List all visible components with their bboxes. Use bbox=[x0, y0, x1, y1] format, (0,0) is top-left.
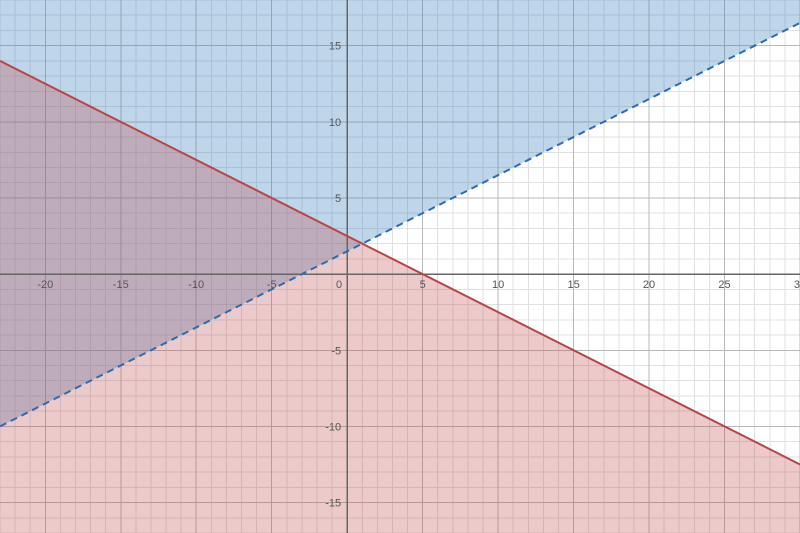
x-tick-label: -15 bbox=[113, 279, 129, 291]
x-tick-label: -5 bbox=[267, 279, 277, 291]
x-tick-label: 10 bbox=[492, 279, 504, 291]
x-tick-label: 25 bbox=[718, 279, 730, 291]
y-tick-label: 15 bbox=[329, 41, 341, 53]
y-tick-label: 5 bbox=[335, 193, 341, 205]
y-tick-label: 10 bbox=[329, 117, 341, 129]
x-tick-label: 30 bbox=[794, 279, 800, 291]
y-tick-label: -10 bbox=[325, 421, 341, 433]
y-tick-label: -15 bbox=[325, 498, 341, 510]
x-tick-label: -10 bbox=[188, 279, 204, 291]
x-tick-label: 15 bbox=[567, 279, 579, 291]
inequality-chart: -20 -15 -10 -5 5 10 15 20 25 30 -15 -10 -5 5 10 15 0 bbox=[0, 0, 800, 533]
x-tick-label: 5 bbox=[420, 279, 426, 291]
x-tick-label: -20 bbox=[37, 279, 53, 291]
x-tick-label: 20 bbox=[643, 279, 655, 291]
origin-label: 0 bbox=[336, 279, 342, 291]
y-tick-label: -5 bbox=[331, 345, 341, 357]
